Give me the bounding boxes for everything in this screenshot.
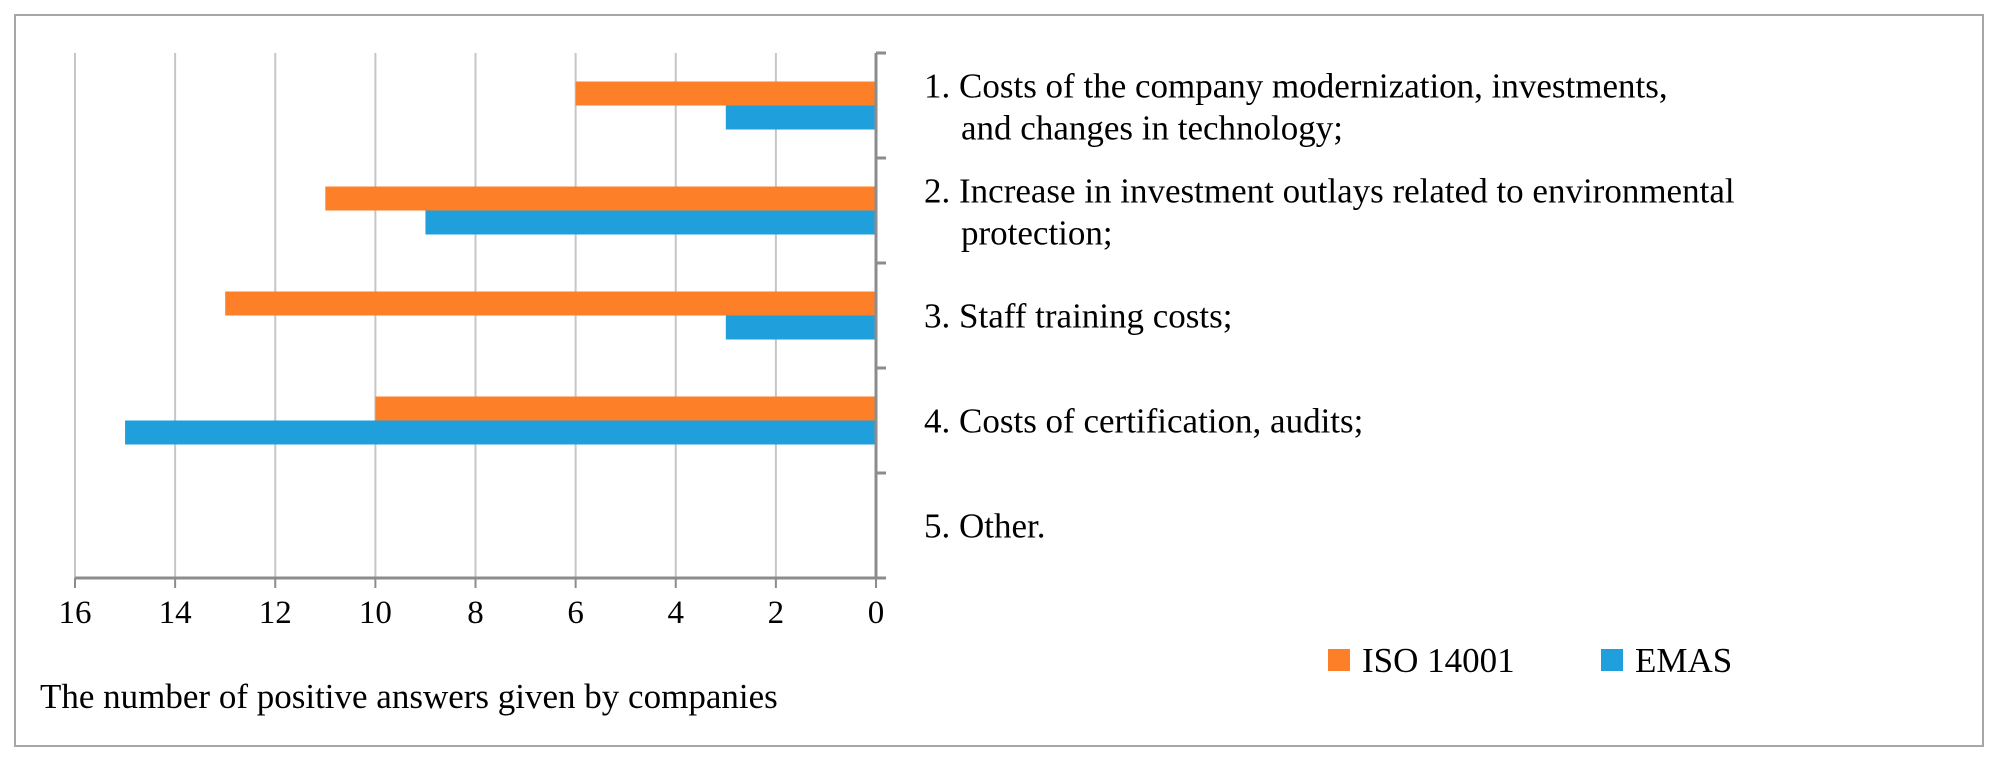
- tick-labels: 16 14 12 10 8 6 4 2 0: [59, 595, 885, 631]
- bar-iso-14001-2: [325, 186, 876, 211]
- category-label-line: and changes in technology;: [961, 109, 1343, 148]
- x-tick-label: 12: [259, 595, 292, 631]
- x-tick-label: 10: [359, 595, 392, 631]
- bars: [125, 81, 876, 445]
- bar-iso-14001-3: [225, 291, 876, 316]
- category-label-5: 5. Other.: [924, 507, 1046, 546]
- bar-emas-1: [725, 105, 876, 130]
- category-label-3: 3. Staff training costs;: [924, 297, 1233, 336]
- x-tick-label: 16: [59, 595, 92, 631]
- category-label-4: 4. Costs of certification, audits;: [924, 402, 1363, 441]
- category-label-2: 2. Increase in investment outlays relate…: [924, 172, 1735, 253]
- legend-swatch-emas: [1601, 649, 1623, 671]
- legend-label-iso-14001: ISO 14001: [1362, 641, 1515, 680]
- bar-iso-14001-4: [375, 396, 876, 421]
- x-tick-label: 4: [668, 595, 685, 631]
- x-tick-label: 2: [768, 595, 785, 631]
- category-labels: 1. Costs of the company modernization, i…: [924, 67, 1735, 546]
- legend-label-emas: EMAS: [1635, 641, 1732, 680]
- bar-emas-4: [125, 420, 876, 445]
- x-tick-label: 8: [467, 595, 484, 631]
- chart-frame: 16 14 12 10 8 6 4 2 0 1. Costs of the company mo…: [14, 14, 1984, 747]
- chart: 16 14 12 10 8 6 4 2 0 1. Costs of the company mo…: [40, 51, 1735, 716]
- x-tick-label: 14: [159, 595, 192, 631]
- category-label-line: 4. Costs of certification, audits;: [924, 402, 1363, 441]
- axes: [74, 51, 886, 588]
- x-axis-title: The number of positive answers given by …: [40, 677, 778, 716]
- category-label-line: 1. Costs of the company modernization, i…: [924, 67, 1668, 106]
- legend: ISO 14001 EMAS: [1328, 641, 1732, 680]
- category-label-1: 1. Costs of the company modernization, i…: [924, 67, 1668, 148]
- legend-swatch-iso-14001: [1328, 649, 1350, 671]
- bar-emas-3: [725, 315, 876, 340]
- category-label-line: 5. Other.: [924, 507, 1046, 546]
- category-label-line: protection;: [961, 214, 1113, 253]
- category-label-line: 2. Increase in investment outlays relate…: [924, 172, 1735, 211]
- bar-iso-14001-1: [575, 81, 876, 106]
- x-tick-label: 6: [567, 595, 584, 631]
- x-tick-label: 0: [868, 595, 885, 631]
- category-label-line: 3. Staff training costs;: [924, 297, 1233, 336]
- bar-emas-2: [425, 210, 876, 235]
